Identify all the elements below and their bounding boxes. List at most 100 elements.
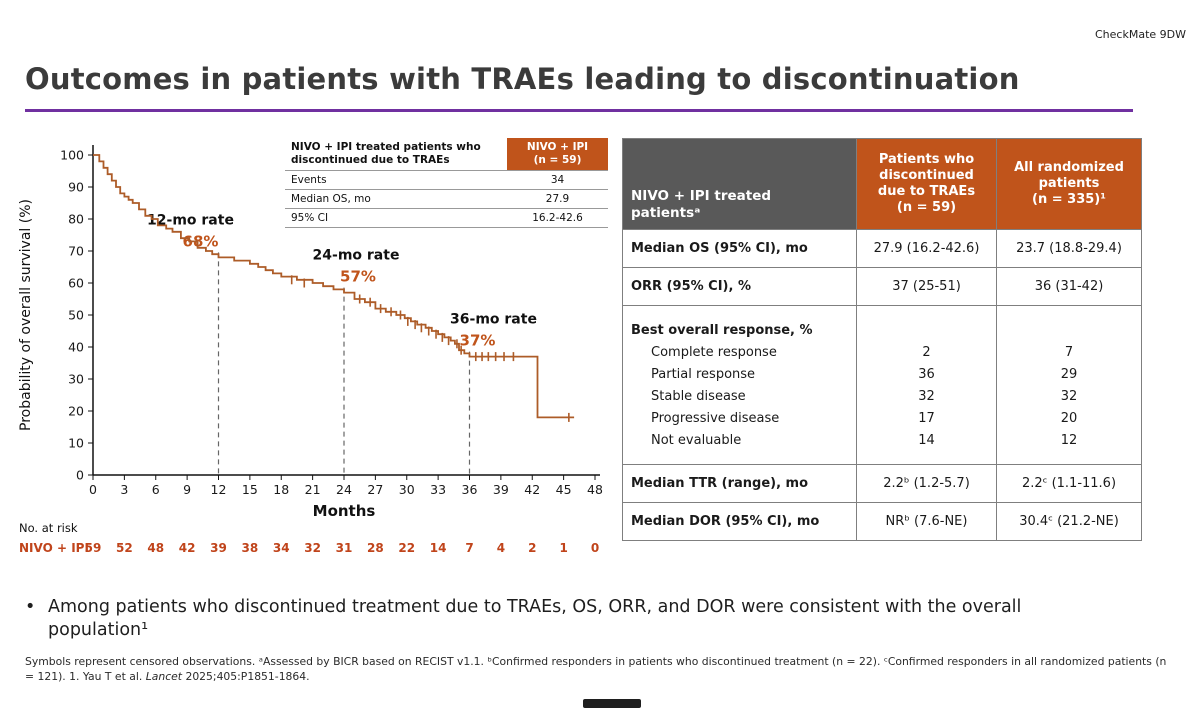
- cell-value: 2.2ᵇ (1.2-5.7): [856, 464, 997, 503]
- row-label-group: Best overall response, % Complete respons…: [622, 305, 857, 465]
- x-tick-label: 12: [211, 482, 227, 497]
- cell-value: 30.4ᶜ (21.2-NE): [996, 502, 1142, 541]
- x-tick-label: 21: [305, 482, 321, 497]
- table-header-population: NIVO + IPI treated patientsᵃ: [622, 138, 857, 230]
- footnote-text: Symbols represent censored observations.…: [25, 655, 1167, 684]
- x-axis-title: Months: [313, 502, 376, 520]
- player-control-notch: [583, 699, 641, 708]
- x-tick-label: 36: [462, 482, 478, 497]
- at-risk-count: 22: [398, 541, 415, 555]
- bullet-icon: •: [25, 597, 36, 617]
- inset-row-ci: 95% CI 16.2-42.6: [285, 209, 608, 229]
- y-tick-label: 30: [68, 372, 84, 387]
- table-row: Median DOR (95% CI), mo NRᵇ (7.6-NE) 30.4ᶜ…: [622, 502, 1142, 541]
- y-tick-label: 90: [68, 180, 84, 195]
- x-tick-label: 0: [89, 482, 97, 497]
- inset-header-value: NIVO + IPI (n = 59): [507, 138, 608, 171]
- cell-value: 36 (31-42): [996, 267, 1142, 306]
- table-row: ORR (95% CI), % 37 (25-51) 36 (31-42): [622, 267, 1142, 306]
- x-tick-label: 27: [367, 482, 383, 497]
- key-takeaway: • Among patients who discontinued treatm…: [25, 596, 1100, 642]
- title-underline: [25, 109, 1133, 112]
- x-tick-label: 3: [120, 482, 128, 497]
- table-row: Median TTR (range), mo 2.2ᵇ (1.2-5.7) 2.2ᶜ…: [622, 464, 1142, 503]
- y-tick-label: 80: [68, 212, 84, 227]
- cell-value: NRᵇ (7.6-NE): [856, 502, 997, 541]
- watermark-study-name: CheckMate 9DW: [1095, 28, 1186, 41]
- cell-value-group: 7 29 32 20 12: [996, 305, 1142, 465]
- y-tick-label: 20: [68, 404, 84, 419]
- at-risk-count: 28: [367, 541, 384, 555]
- footnote-citation: 2025;405:P1851-1864.: [182, 670, 310, 684]
- at-risk-count: 52: [116, 541, 133, 555]
- inset-row-events: Events 34: [285, 171, 608, 191]
- cell-value: 36: [918, 367, 935, 382]
- y-tick-label: 0: [76, 468, 84, 483]
- footnote: Symbols represent censored observations.…: [25, 654, 1177, 684]
- at-risk-series-label: NIVO + IPI: [19, 541, 89, 555]
- cell-value: 20: [1060, 411, 1078, 426]
- x-tick-label: 24: [336, 482, 352, 497]
- y-tick-label: 10: [68, 436, 84, 451]
- x-tick-label: 45: [556, 482, 572, 497]
- x-tick-label: 30: [399, 482, 415, 497]
- sub-row-label: Progressive disease: [651, 411, 780, 426]
- at-risk-count: 32: [304, 541, 321, 555]
- at-risk-count: 31: [336, 541, 353, 555]
- cell-value: 37 (25-51): [856, 267, 997, 306]
- cell-value: 32: [1060, 389, 1078, 404]
- at-risk-count: 59: [85, 541, 102, 555]
- row-label: Median OS (95% CI), mo: [622, 229, 857, 268]
- x-tick-label: 33: [430, 482, 446, 497]
- cell-value: 2.2ᶜ (1.1-11.6): [996, 464, 1142, 503]
- at-risk-count: 4: [497, 541, 505, 555]
- cell-value: 14: [918, 433, 935, 448]
- x-tick-label: 6: [152, 482, 160, 497]
- inset-row-value: 16.2-42.6: [532, 212, 583, 225]
- sub-row-label: Complete response: [651, 345, 777, 360]
- cell-value-group: 2 36 32 17 14: [856, 305, 997, 465]
- inset-header-row: NIVO + IPI treated patients who disconti…: [285, 138, 608, 172]
- cell-value: 17: [918, 411, 935, 426]
- landmark-value: 57%: [340, 268, 376, 286]
- at-risk-count: 2: [528, 541, 536, 555]
- row-label: Median TTR (range), mo: [622, 464, 857, 503]
- at-risk-title: No. at risk: [19, 521, 78, 535]
- inset-row-label: 95% CI: [291, 212, 329, 225]
- landmark-label: 12-mo rate: [147, 212, 234, 228]
- row-label: ORR (95% CI), %: [622, 267, 857, 306]
- x-tick-label: 48: [587, 482, 603, 497]
- x-tick-label: 18: [273, 482, 289, 497]
- at-risk-count: 7: [465, 541, 473, 555]
- at-risk-count: 39: [210, 541, 227, 555]
- table-row: Best overall response, % Complete respons…: [622, 305, 1142, 465]
- at-risk-count: 38: [242, 541, 259, 555]
- cell-value: 2: [922, 345, 931, 360]
- y-axis-title: Probability of overall survival (%): [18, 199, 34, 431]
- table-header-row: NIVO + IPI treated patientsᵃ Patients wh…: [622, 138, 1142, 230]
- landmark-label: 24-mo rate: [313, 248, 400, 264]
- table-row: Median OS (95% CI), mo 27.9 (16.2-42.6) 23…: [622, 229, 1142, 268]
- x-tick-label: 15: [242, 482, 258, 497]
- inset-header-label: NIVO + IPI treated patients who disconti…: [291, 141, 481, 167]
- y-tick-label: 40: [68, 340, 84, 355]
- inset-row-value: 27.9: [545, 193, 570, 206]
- table-header-all-randomized: All randomized patients (n = 335)¹: [996, 138, 1142, 230]
- at-risk-count: 0: [591, 541, 599, 555]
- km-curve: [93, 154, 575, 419]
- inset-row-label: Events: [291, 174, 327, 187]
- key-takeaway-text: Among patients who discontinued treatmen…: [48, 597, 1022, 640]
- x-tick-label: 42: [524, 482, 540, 497]
- at-risk-count: 42: [179, 541, 196, 555]
- y-tick-label: 60: [68, 276, 84, 291]
- cell-value: 7: [1064, 345, 1074, 360]
- outcomes-table: NIVO + IPI treated patientsᵃ Patients wh…: [622, 138, 1142, 541]
- x-tick-label: 9: [183, 482, 191, 497]
- km-inset-table: NIVO + IPI treated patients who disconti…: [285, 138, 608, 229]
- sub-row-label: Not evaluable: [651, 433, 742, 448]
- inset-row-label: Median OS, mo: [291, 193, 371, 206]
- y-tick-label: 70: [68, 244, 84, 259]
- at-risk-count: 48: [147, 541, 164, 555]
